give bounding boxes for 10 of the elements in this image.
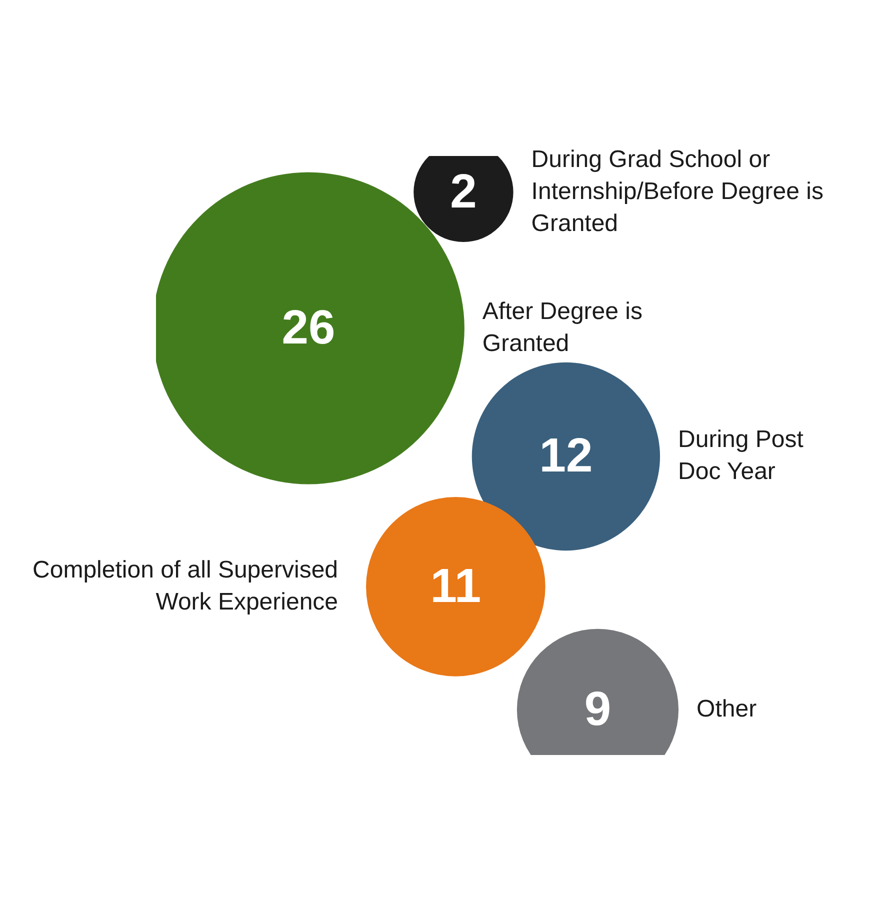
category-label: Other — [696, 695, 757, 722]
data-label: 12 — [539, 430, 593, 483]
category-label: During Post Doc Year — [678, 426, 804, 486]
data-label: 2 — [450, 165, 477, 218]
category-label: Completion of all Supervised Work Experience — [32, 556, 338, 616]
data-label: 11 — [430, 560, 482, 613]
data-label: 26 — [282, 302, 336, 355]
data-label: 9 — [584, 682, 612, 736]
category-label: After Degree is Granted — [482, 298, 643, 357]
category-label: During Grad School or Internship/Before Degree is Granted — [531, 146, 824, 237]
